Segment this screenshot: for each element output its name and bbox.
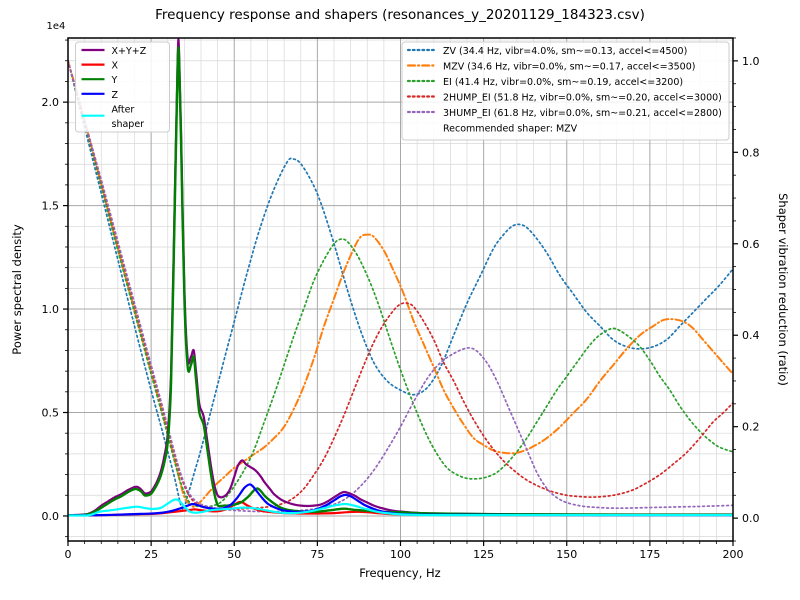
y-left-tick-label: 0.0 <box>42 510 60 523</box>
y-left-tick-label: 1.5 <box>42 200 60 213</box>
legend-right: ZV (34.4 Hz, vibr=4.0%, sm~=0.13, accel<… <box>401 41 730 141</box>
x-tick-label: 200 <box>723 548 744 561</box>
legend-label-ei: EI (41.4 Hz, vibr=0.0%, sm~=0.19, accel<… <box>443 77 683 88</box>
axis-ticks <box>63 37 738 546</box>
legend-label-y: Y <box>111 75 118 86</box>
series-line-xyz <box>68 38 733 517</box>
legend-label-after_shaper: After <box>112 104 135 115</box>
x-axis-label: Frequency, Hz <box>359 566 440 580</box>
legend-label-mzv: MZV (34.6 Hz, vibr=0.0%, sm~=0.17, accel… <box>443 62 695 73</box>
y-right-tick-label: 0.4 <box>742 329 760 342</box>
x-tick-label: 125 <box>473 548 494 561</box>
series-line-y <box>68 46 733 517</box>
y-left-offset-text: 1e4 <box>47 21 66 32</box>
x-tick-label: 100 <box>390 548 411 561</box>
y-left-tick-label: 0.5 <box>42 407 60 420</box>
y-right-axis-label: Shaper vibration reduction (ratio) <box>776 193 790 386</box>
y-right-tick-label: 0.0 <box>742 512 760 525</box>
x-tick-label: 150 <box>556 548 577 561</box>
series-line-zv <box>68 60 733 511</box>
series-lines <box>68 38 733 517</box>
chart-title: Frequency response and shapers (resonanc… <box>155 7 645 23</box>
series-line-after_shaper <box>68 498 733 517</box>
legend-label-2hump_ei: 2HUMP_EI (51.8 Hz, vibr=0.0%, sm~=0.20, … <box>443 93 722 104</box>
series-line-z <box>68 483 733 517</box>
y-left-tick-label: 2.0 <box>42 96 60 109</box>
y-right-tick-label: 0.8 <box>742 146 760 159</box>
x-tick-label: 75 <box>310 548 324 561</box>
legend-label-xyz: X+Y+Z <box>112 46 147 57</box>
legend-right-box <box>401 41 730 141</box>
x-tick-label: 25 <box>144 548 158 561</box>
legend-label-recommended: Recommended shaper: MZV <box>443 124 578 135</box>
legend-label-3hump_ei: 3HUMP_EI (61.8 Hz, vibr=0.0%, sm~=0.21, … <box>443 108 722 119</box>
x-tick-label: 50 <box>227 548 241 561</box>
legend-label-x: X <box>112 61 119 72</box>
series-line-2hump_ei <box>68 60 733 510</box>
y-right-tick-label: 0.6 <box>742 238 760 251</box>
legend-label-zv: ZV (34.4 Hz, vibr=4.0%, sm~=0.13, accel<… <box>443 46 687 57</box>
series-line-3hump_ei <box>68 60 733 513</box>
y-left-axis-label: Power spectral density <box>10 224 24 355</box>
y-right-tick-label: 0.2 <box>742 421 760 434</box>
y-left-tick-label: 1.0 <box>42 303 60 316</box>
axis-tick-labels: 0 25 50 75 100 125 150 175 200 0.0 0.5 1.0 1.5 2.0 0.0… <box>42 55 760 561</box>
y-right-tick-label: 1.0 <box>742 55 760 68</box>
x-tick-label: 0 <box>65 548 72 561</box>
x-tick-label: 175 <box>639 548 660 561</box>
series-line-ei <box>68 60 733 508</box>
legend-label-after_shaper: shaper <box>112 119 145 130</box>
legend-label-z: Z <box>112 90 119 101</box>
legend-left: X+Y+Z XYZ After shaper <box>75 41 170 133</box>
